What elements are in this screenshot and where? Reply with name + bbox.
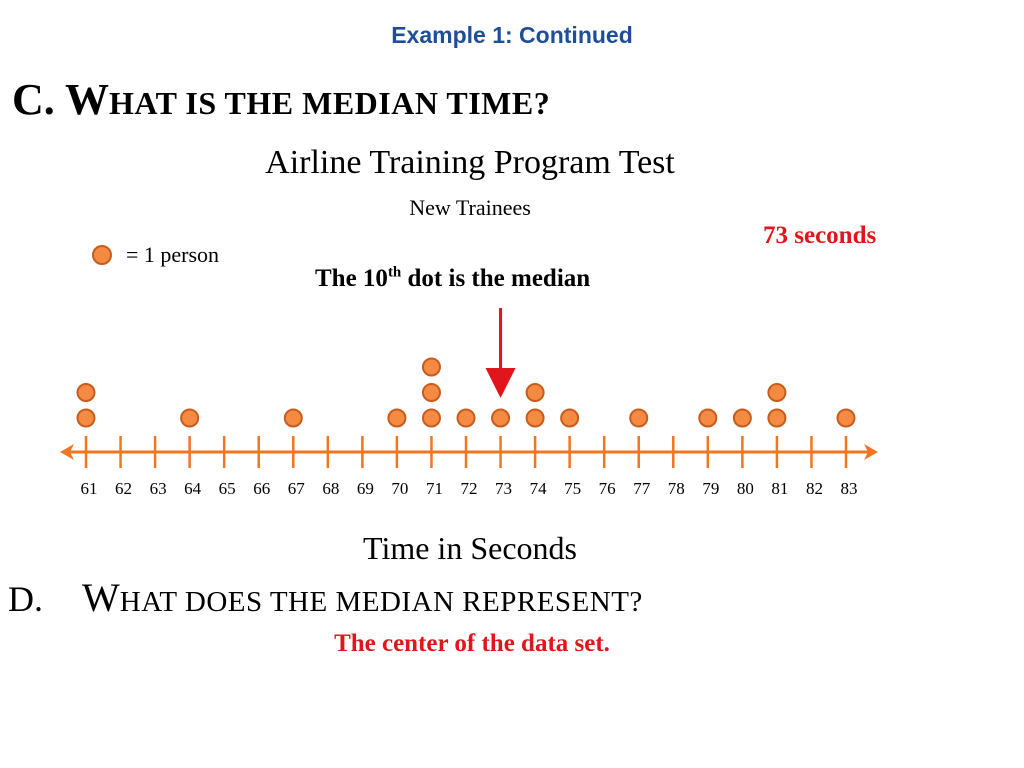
question-c-prefix: C.	[12, 75, 65, 124]
dot-73-1	[491, 408, 511, 428]
tick-label-65: 65	[219, 479, 236, 498]
axis-left-arrow-icon	[60, 444, 74, 460]
tick-label-81: 81	[771, 479, 788, 498]
tick-label-76: 76	[599, 479, 616, 498]
tick-label-83: 83	[841, 479, 858, 498]
tick-label-79: 79	[702, 479, 719, 498]
tick-label-78: 78	[668, 479, 685, 498]
tick-label-68: 68	[322, 479, 339, 498]
tick-label-62: 62	[115, 479, 132, 498]
tick-label-72: 72	[461, 479, 478, 498]
tick-label-74: 74	[530, 479, 548, 498]
tick-label-67: 67	[288, 479, 306, 498]
question-d-rest: hat does the median represent?	[119, 586, 643, 618]
tick-label-82: 82	[806, 479, 823, 498]
tick-label-63: 63	[150, 479, 167, 498]
tick-label-77: 77	[633, 479, 651, 498]
dot-77-1	[629, 408, 649, 428]
dot-71-2	[421, 383, 441, 402]
dot-74-2	[525, 383, 545, 402]
dot-61-2	[76, 383, 96, 402]
legend-dot-icon	[92, 245, 112, 265]
dot-83-1	[836, 408, 856, 428]
number-line	[60, 444, 878, 460]
tick-label-64: 64	[184, 479, 202, 498]
chart-title: Airline Training Program Test	[265, 144, 675, 181]
data-dots	[76, 357, 856, 428]
legend-label: = 1 person	[126, 242, 220, 267]
question-c-rest: hat is the median time?	[108, 85, 551, 121]
median-note-after: dot is the median	[401, 265, 591, 292]
chart-subtitle: New Trainees	[409, 195, 531, 220]
answer-c: 73 seconds	[763, 222, 877, 249]
tick-label-70: 70	[391, 479, 408, 498]
dot-72-1	[456, 408, 476, 428]
dot-71-1	[421, 408, 441, 428]
tick-label-66: 66	[253, 479, 270, 498]
question-d-prefix: D.	[8, 579, 43, 619]
dot-79-1	[698, 408, 718, 428]
question-c-first-letter: W	[64, 75, 109, 124]
dot-67-1	[283, 408, 303, 428]
question-d-first-letter: W	[82, 575, 120, 620]
dot-64-1	[180, 408, 200, 428]
tick-label-75: 75	[564, 479, 581, 498]
dot-71-3	[421, 357, 441, 377]
tick-marks	[84, 436, 848, 468]
tick-label-69: 69	[357, 479, 374, 498]
question-c: C. What is the median time?	[12, 74, 550, 125]
median-note: The 10th dot is the median	[315, 265, 590, 293]
dot-80-1	[732, 408, 752, 428]
question-d: D. What does the median represent?	[8, 574, 643, 621]
tick-labels: 61 62 63 64 65 66 67 68 69 70 71 72 73 74 75 76 77 78 79 80…	[81, 479, 858, 498]
slide-header: Example 1: Continued	[391, 22, 633, 48]
legend: = 1 person	[92, 242, 219, 268]
dot-81-1	[767, 408, 787, 428]
tick-label-80: 80	[737, 479, 754, 498]
median-note-before: The 10	[315, 265, 388, 292]
x-axis-label: Time in Seconds	[363, 530, 577, 566]
dot-74-1	[525, 408, 545, 428]
dot-75-1	[560, 408, 580, 428]
tick-label-71: 71	[426, 479, 443, 498]
dot-81-2	[767, 383, 787, 402]
dot-61-1	[76, 408, 96, 428]
tick-label-73: 73	[495, 479, 512, 498]
answer-d: The center of the data set.	[334, 630, 610, 657]
tick-label-61: 61	[81, 479, 98, 498]
axis-right-arrow-icon	[864, 444, 878, 460]
dot-70-1	[387, 408, 407, 428]
median-note-superscript: th	[387, 264, 402, 281]
